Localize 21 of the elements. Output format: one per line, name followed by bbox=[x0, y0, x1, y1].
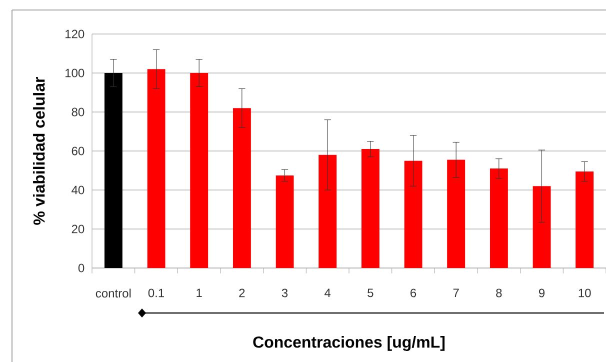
x-tick-label: 5 bbox=[368, 288, 374, 298]
y-tick-label: 40 bbox=[72, 186, 84, 194]
x-tick-label: 3 bbox=[282, 288, 288, 298]
x-tick-label: 0.1 bbox=[148, 288, 164, 298]
y-tick-label: 120 bbox=[66, 30, 84, 38]
x-tick-label: 10 bbox=[578, 288, 591, 298]
x-tick-label: 2 bbox=[239, 288, 245, 298]
x-tick-label: 6 bbox=[410, 288, 416, 298]
x-axis-title: Concentraciones [ug/mL] bbox=[253, 336, 445, 351]
y-tick-label: 20 bbox=[72, 224, 84, 234]
x-tick-label: control bbox=[96, 288, 131, 298]
x-tick-label: 1 bbox=[196, 288, 202, 297]
y-axis-title: % viabilidad celular bbox=[33, 77, 45, 225]
x-tick-label: 7 bbox=[453, 288, 459, 297]
y-tick-label: 100 bbox=[66, 68, 84, 78]
x-tick-label: 4 bbox=[324, 288, 331, 297]
y-tick-label: 0 bbox=[78, 264, 84, 272]
y-tick-label: 80 bbox=[72, 108, 84, 116]
x-tick-label: 9 bbox=[538, 288, 545, 298]
x-tick-label: 8 bbox=[496, 288, 502, 298]
y-tick-label: 60 bbox=[72, 146, 84, 156]
